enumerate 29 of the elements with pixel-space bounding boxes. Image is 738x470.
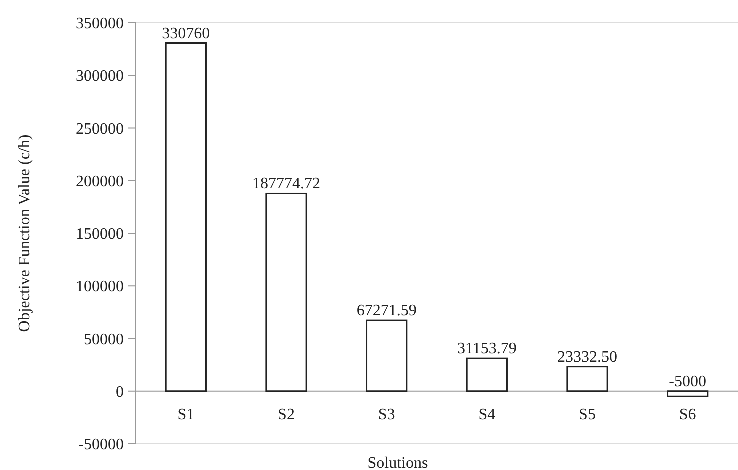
y-tick-label: 0 <box>116 384 124 401</box>
y-tick-label: 50000 <box>84 331 124 348</box>
x-tick-label: S4 <box>478 406 496 424</box>
x-tick-label: S2 <box>278 406 295 424</box>
y-tick-label: 100000 <box>76 278 124 296</box>
y-tick-label: -50000 <box>78 436 124 454</box>
data-label: -5000 <box>669 373 706 390</box>
bar <box>165 42 207 392</box>
bar <box>466 358 508 392</box>
data-label: 23332.50 <box>558 348 618 366</box>
bar <box>566 366 608 392</box>
data-label: 67271.59 <box>356 302 417 320</box>
x-axis-title: Solutions <box>368 455 428 470</box>
x-tick-label: S3 <box>378 406 396 424</box>
x-tick-label: S6 <box>679 406 696 424</box>
y-tick-label: 250000 <box>76 120 124 138</box>
bar <box>667 390 709 398</box>
data-label: 187774.72 <box>252 176 320 193</box>
y-tick-label: 350000 <box>76 16 124 33</box>
y-axis-title: Objective Function Value (c/h) <box>16 134 34 332</box>
bar <box>366 320 408 392</box>
y-tick-label: 150000 <box>76 226 124 244</box>
x-tick-label: S5 <box>579 406 596 424</box>
y-tick-label: 200000 <box>76 173 124 190</box>
bar <box>266 192 308 392</box>
y-tick-label: 300000 <box>76 68 124 86</box>
x-tick-label: S1 <box>178 406 195 424</box>
data-label: 31153.79 <box>457 340 517 358</box>
data-label: 330760 <box>162 25 210 42</box>
